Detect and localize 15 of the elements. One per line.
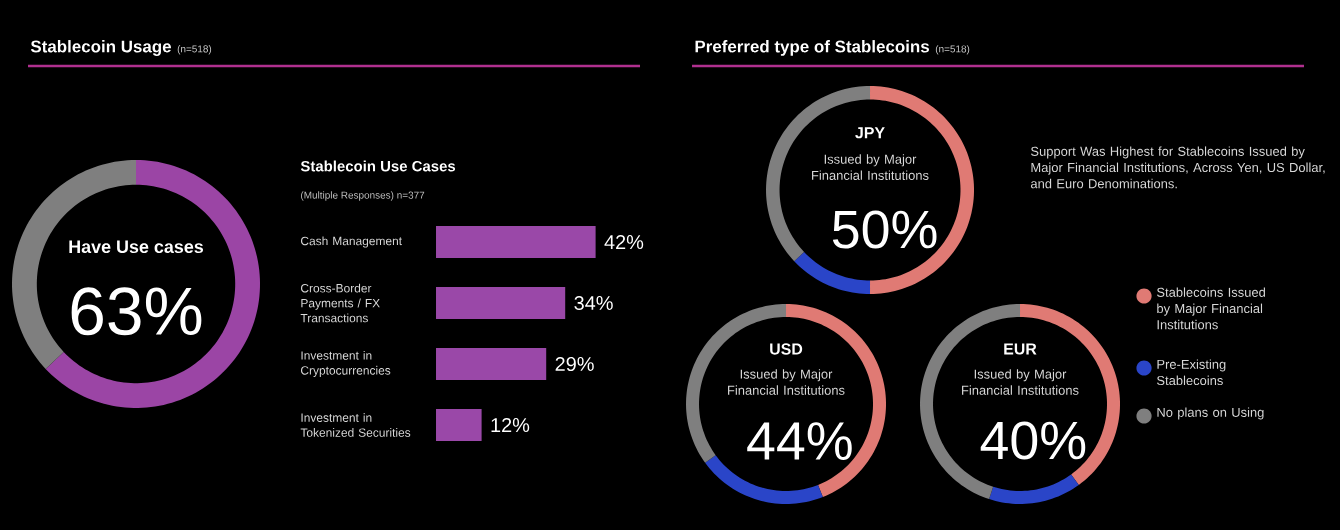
data-label: 63%	[71, 287, 202, 336]
bar	[436, 408, 482, 441]
bar	[436, 226, 596, 258]
data-label: 34%	[574, 295, 613, 311]
data-label: 40%	[980, 421, 1086, 460]
bar	[436, 287, 566, 319]
data-label: 29%	[555, 356, 594, 372]
data-label: 12%	[491, 417, 530, 433]
data-label: 42%	[604, 234, 644, 250]
bar	[436, 348, 547, 380]
data-label: 44%	[747, 422, 852, 460]
data-label: 50%	[832, 210, 937, 249]
chart-title: Stablecoin Usage	[30, 40, 171, 56]
slice-label: Have Use cases	[69, 240, 204, 254]
text: Preferred type of Stablecoins	[695, 40, 929, 56]
